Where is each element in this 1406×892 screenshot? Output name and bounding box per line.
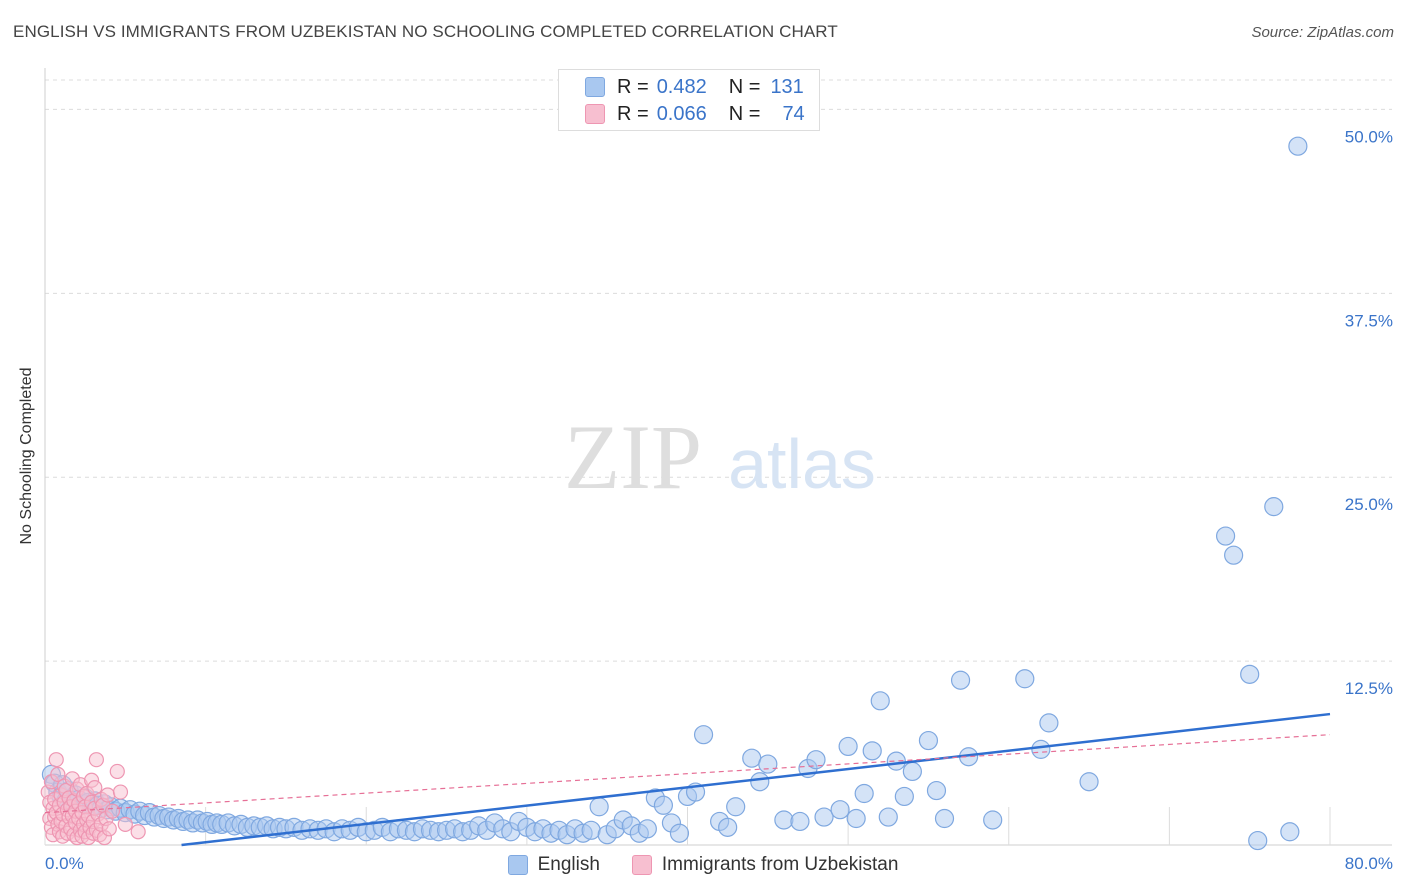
legend-n-label: N = [728, 102, 761, 125]
point-english [814, 807, 834, 827]
point-english [1015, 669, 1035, 689]
point-english [1224, 545, 1244, 565]
legend-r-value: 0.482 [656, 75, 707, 98]
legend-n-value: 131 [770, 75, 804, 98]
legend-label-uzbekistan: Immigrants from Uzbekistan [661, 854, 899, 875]
trend-lines [44, 712, 1331, 847]
point-english [1240, 664, 1260, 684]
y-tick-label: 25.0% [1345, 495, 1393, 514]
point-english [1264, 497, 1284, 517]
point-uzbekistan [104, 803, 121, 819]
point-english [806, 750, 826, 770]
point-english [1079, 772, 1099, 792]
point-english [894, 786, 914, 807]
point-english [669, 823, 690, 843]
legend-r-value: 0.066 [656, 102, 707, 125]
y-axis-label: No Schooling Completed [18, 367, 35, 545]
point-english [934, 808, 955, 829]
point-uzbekistan [109, 763, 125, 780]
series-uzbekistan [40, 752, 146, 846]
point-uzbekistan [87, 780, 103, 796]
point-english [902, 761, 922, 782]
point-english [878, 807, 898, 827]
x-tick-label-max: 80.0% [1345, 854, 1393, 873]
point-english [870, 691, 890, 711]
y-tick-label: 37.5% [1345, 311, 1393, 330]
legend-n-value: 74 [782, 102, 805, 125]
point-english [830, 800, 850, 820]
legend-swatch-english [585, 77, 605, 97]
watermark-zip: ZIP [564, 406, 702, 508]
axes [44, 68, 1392, 846]
trend-line-english [181, 712, 1331, 847]
chart-title: ENGLISH VS IMMIGRANTS FROM UZBEKISTAN NO… [13, 22, 838, 41]
point-english [886, 751, 906, 771]
legend-row-uzbekistan: R = 0.066 N = 74 [585, 101, 805, 127]
y-tick-label: 12.5% [1345, 679, 1393, 698]
point-english [742, 748, 762, 768]
point-english [1039, 713, 1059, 733]
legend-r-label: R = [617, 102, 649, 125]
point-english [838, 736, 858, 757]
point-english [846, 808, 866, 829]
point-uzbekistan [112, 784, 129, 800]
point-english [637, 819, 657, 839]
point-english [790, 811, 810, 832]
point-english [926, 780, 947, 801]
legend-r-label: R = [617, 75, 649, 98]
point-english [718, 817, 738, 837]
x-tick-label-min: 0.0% [45, 854, 84, 873]
point-uzbekistan [130, 824, 146, 840]
trend-line-uzbekistan [44, 734, 1331, 814]
point-uzbekistan [101, 821, 117, 837]
grid-lines [45, 79, 1392, 662]
point-english [1215, 526, 1236, 546]
point-english [758, 754, 778, 774]
point-uzbekistan [50, 766, 66, 782]
point-english [862, 741, 882, 761]
legend-n-label: N = [728, 75, 761, 98]
legend-label-english: English [537, 854, 600, 875]
point-english [1280, 822, 1300, 842]
point-english [726, 797, 746, 817]
series-legend: English Immigrants from Uzbekistan [0, 852, 1406, 878]
point-english [1248, 830, 1268, 851]
point-english [774, 810, 794, 830]
watermark-atlas: atlas [728, 425, 876, 503]
legend-swatch-uzbekistan [631, 855, 652, 875]
point-english [693, 725, 714, 745]
y-tick-label: 50.0% [1345, 127, 1393, 146]
point-english [589, 797, 609, 817]
point-english [581, 820, 601, 840]
legend-row-english: R = 0.482 N = 131 [585, 74, 804, 100]
point-english [854, 783, 874, 804]
source-label: Source: ZipAtlas.com [1251, 24, 1394, 41]
point-uzbekistan [117, 816, 133, 833]
point-english [918, 730, 939, 751]
point-english [983, 810, 1003, 830]
point-english [653, 795, 674, 815]
point-english [1031, 739, 1051, 759]
stats-legend: R = 0.482 N = 131 R = 0.066 N = 74 [558, 69, 820, 131]
point-uzbekistan [100, 787, 116, 803]
point-english [1288, 136, 1308, 156]
tick-labels: 12.5% 25.0% 37.5% 50.0% 0.0% 80.0% [45, 127, 1393, 873]
legend-swatch-uzbekistan [585, 104, 605, 124]
point-uzbekistan [88, 752, 105, 768]
legend-item-english[interactable]: English [507, 854, 600, 876]
legend-item-uzbekistan[interactable]: Immigrants from Uzbekistan [631, 854, 899, 876]
legend-swatch-english [507, 855, 528, 875]
point-english [750, 772, 770, 792]
point-english [950, 670, 971, 690]
watermark: ZIP atlas [564, 406, 876, 508]
point-uzbekistan [48, 752, 64, 768]
